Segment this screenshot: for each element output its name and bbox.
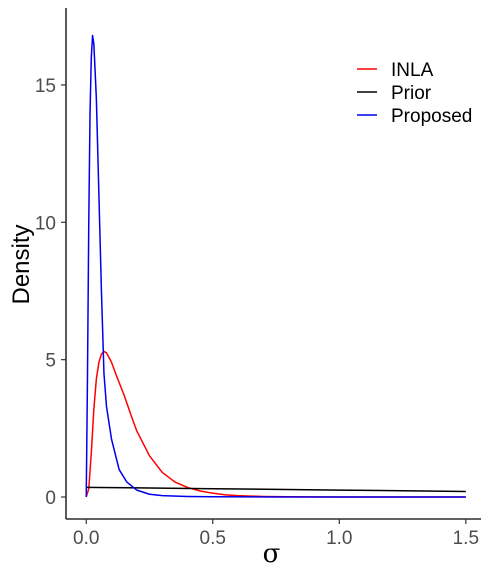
series-line-proposed: [85, 34, 466, 498]
legend-label-inla: INLA: [391, 60, 434, 81]
x-tick-label: 1.5: [453, 528, 479, 549]
y-tick-label: 0: [45, 488, 56, 509]
x-tick-label: 1.0: [326, 528, 352, 549]
plot-area: [85, 34, 466, 498]
ticks: 0 5 10 15 0.0 0.5 1.0 1.5: [35, 76, 479, 549]
legend-label-proposed: Proposed: [391, 106, 472, 127]
axes: [65, 8, 481, 520]
y-tick-label: 10: [35, 213, 56, 234]
y-tick-label: 5: [45, 351, 56, 372]
legend-label-prior: Prior: [391, 83, 432, 104]
series-line-prior: [86, 486, 466, 493]
y-axis-title: Density: [8, 224, 35, 304]
x-tick-label: 0.5: [200, 528, 226, 549]
x-tick-label: 0.0: [73, 528, 99, 549]
y-tick-label: 15: [35, 76, 56, 97]
series-line-inla: [85, 350, 466, 498]
x-axis-title: σ: [263, 539, 281, 569]
